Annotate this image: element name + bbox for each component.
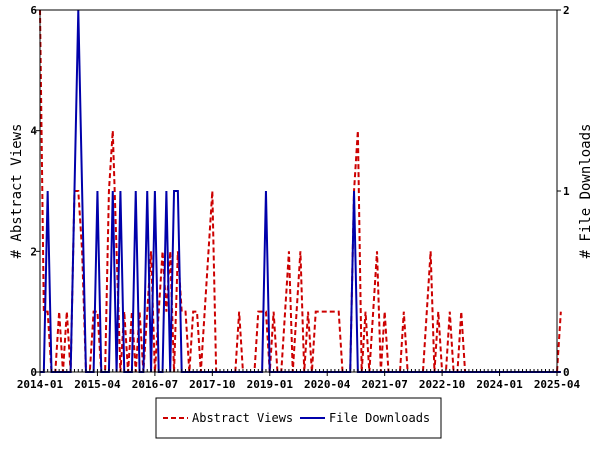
legend-label-abstract-views: Abstract Views [192,411,293,425]
plot-area [40,10,557,372]
y-right-tick-label: 0 [563,366,570,379]
x-tick-label: 2017-10 [189,378,235,391]
x-tick-label: 2014-01 [17,378,64,391]
x-tick-label: 2024-01 [476,378,523,391]
y-left-tick-label: 0 [30,366,37,379]
y-axis-left-title: # Abstract Views [9,124,25,259]
x-tick-label: 2022-10 [419,378,465,391]
y-left-ticks: 0 2 4 6 [30,4,40,379]
x-tick-label: 2021-07 [361,378,407,391]
y-axis-right-title: # File Downloads [578,124,594,259]
x-tick-label: 2020-04 [304,378,351,391]
x-tick-label: 2016-07 [132,378,178,391]
x-tick-label: 2015-04 [74,378,121,391]
y-right-ticks: 0 1 2 [557,4,570,379]
x-tick-label: 2025-04 [534,378,581,391]
y-left-tick-label: 6 [30,4,37,17]
legend-label-file-downloads: File Downloads [329,411,430,425]
y-left-tick-label: 4 [30,125,37,138]
y-right-tick-label: 2 [563,4,570,17]
y-left-tick-label: 2 [30,245,37,258]
x-ticks: 2014-01 2015-04 2016-07 2017-10 2019-01 2020-… [17,372,581,391]
x-tick-label: 2019-01 [247,378,294,391]
legend-box [155,397,442,439]
x-minor-ticks [39,369,558,372]
y-right-tick-label: 1 [563,185,570,198]
legend: Abstract Views File Downloads [155,397,442,439]
